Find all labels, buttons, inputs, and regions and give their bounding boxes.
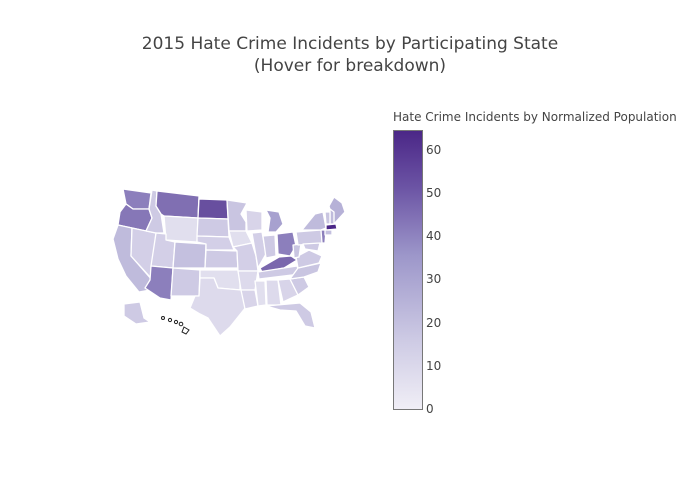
state-wi[interactable]	[245, 209, 263, 232]
state-fl[interactable]	[265, 302, 316, 329]
state-in[interactable]	[262, 234, 277, 259]
state-co[interactable]	[172, 241, 207, 269]
state-sd[interactable]	[196, 217, 230, 238]
state-ks[interactable]	[204, 249, 239, 269]
state-wv[interactable]	[292, 243, 302, 259]
state-ms[interactable]	[254, 280, 267, 307]
state-nd[interactable]	[197, 198, 229, 220]
colorbar-tick-60: 60	[426, 142, 442, 157]
state-id[interactable]	[145, 189, 165, 234]
state-md[interactable]	[302, 242, 321, 252]
state-nm[interactable]	[170, 267, 201, 297]
colorbar-tick-10: 10	[426, 358, 442, 373]
state-il[interactable]	[251, 231, 267, 269]
state-va[interactable]	[295, 249, 323, 269]
state-hi-island[interactable]	[178, 321, 184, 327]
colorbar-tick-50: 50	[426, 185, 442, 200]
colorbar	[393, 130, 423, 410]
chart-title-line2: (Hover for breakdown)	[253, 56, 447, 76]
state-mn[interactable]	[226, 199, 248, 232]
state-vt[interactable]	[324, 211, 331, 225]
colorbar-tick-0: 0	[426, 402, 434, 416]
state-hi[interactable]	[181, 326, 190, 335]
state-ny[interactable]	[301, 211, 327, 231]
state-tx[interactable]	[189, 277, 247, 337]
state-mi[interactable]	[265, 209, 284, 233]
state-ct[interactable]	[324, 229, 333, 236]
state-hi-island[interactable]	[173, 319, 179, 325]
state-hi-island[interactable]	[161, 316, 165, 320]
state-wy[interactable]	[163, 215, 199, 243]
chart-title: 2015 Hate Crime Incidents by Participati…	[0, 33, 700, 77]
state-ak[interactable]	[123, 301, 151, 325]
colorbar-tick-30: 30	[426, 272, 442, 287]
chart-title-line1: 2015 Hate Crime Incidents by Participati…	[141, 34, 559, 54]
state-ma[interactable]	[325, 223, 338, 231]
colorbar-tick-20: 20	[426, 315, 442, 330]
colorbar-tick-40: 40	[426, 229, 442, 244]
colorbar-title: Hate Crime Incidents by Normalized Popul…	[393, 110, 677, 124]
state-hi-island[interactable]	[167, 317, 173, 323]
state-mt[interactable]	[155, 190, 200, 219]
